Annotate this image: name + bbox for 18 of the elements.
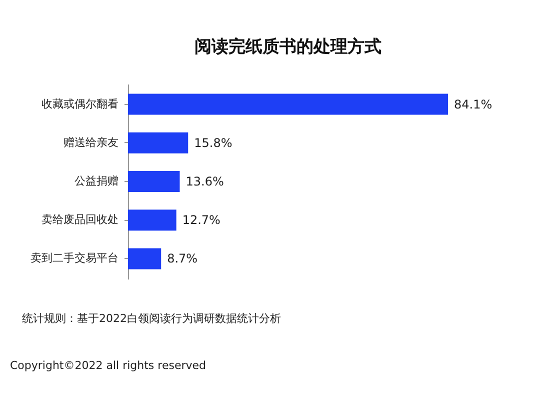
- data-label: 13.6%: [186, 174, 224, 188]
- y-tick-label: 收藏或偶尔翻看: [42, 97, 118, 110]
- y-tick-label: 公益捐赠: [74, 174, 118, 188]
- chart-title: 阅读完纸质书的处理方式: [194, 37, 382, 57]
- text: 统计规则：基于2022白领阅读行为调研数据统计分析: [22, 312, 281, 325]
- bar: [128, 171, 180, 192]
- bar: [128, 132, 188, 154]
- text: Copyright©2022 all rights reserved: [10, 359, 206, 372]
- y-tick-label: 赠送给亲友: [64, 136, 118, 149]
- data-label: 8.7%: [167, 252, 198, 266]
- bar: [128, 210, 176, 231]
- data-label: 12.7%: [182, 213, 220, 228]
- y-tick-label: 卖到二手交易平台: [30, 252, 118, 265]
- data-label: 84.1%: [454, 97, 492, 112]
- bar: [128, 94, 448, 115]
- bar: [128, 248, 162, 270]
- data-label: 15.8%: [194, 136, 232, 150]
- y-tick-label: 卖给废品回收处: [42, 213, 118, 226]
